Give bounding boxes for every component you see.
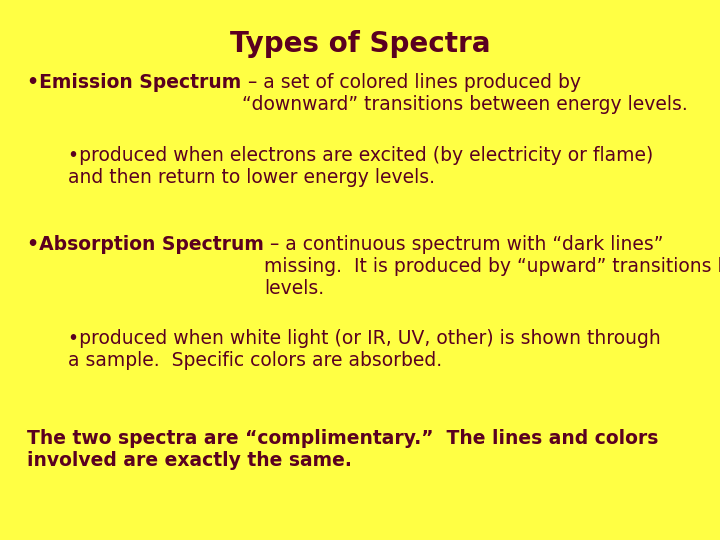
Text: – a continuous spectrum with “dark lines”
missing.  It is produced by “upward” t: – a continuous spectrum with “dark lines… — [264, 235, 720, 298]
Text: Types of Spectra: Types of Spectra — [230, 30, 490, 58]
Text: – a set of colored lines produced by
“downward” transitions between energy level: – a set of colored lines produced by “do… — [242, 73, 688, 114]
Text: •Emission Spectrum: •Emission Spectrum — [27, 73, 242, 92]
Text: •produced when electrons are excited (by electricity or flame)
and then return t: •produced when electrons are excited (by… — [68, 146, 654, 187]
Text: •produced when white light (or IR, UV, other) is shown through
a sample.  Specif: •produced when white light (or IR, UV, o… — [68, 329, 661, 370]
Text: •Absorption Spectrum: •Absorption Spectrum — [27, 235, 264, 254]
Text: The two spectra are “complimentary.”  The lines and colors
involved are exactly : The two spectra are “complimentary.” The… — [27, 429, 659, 470]
